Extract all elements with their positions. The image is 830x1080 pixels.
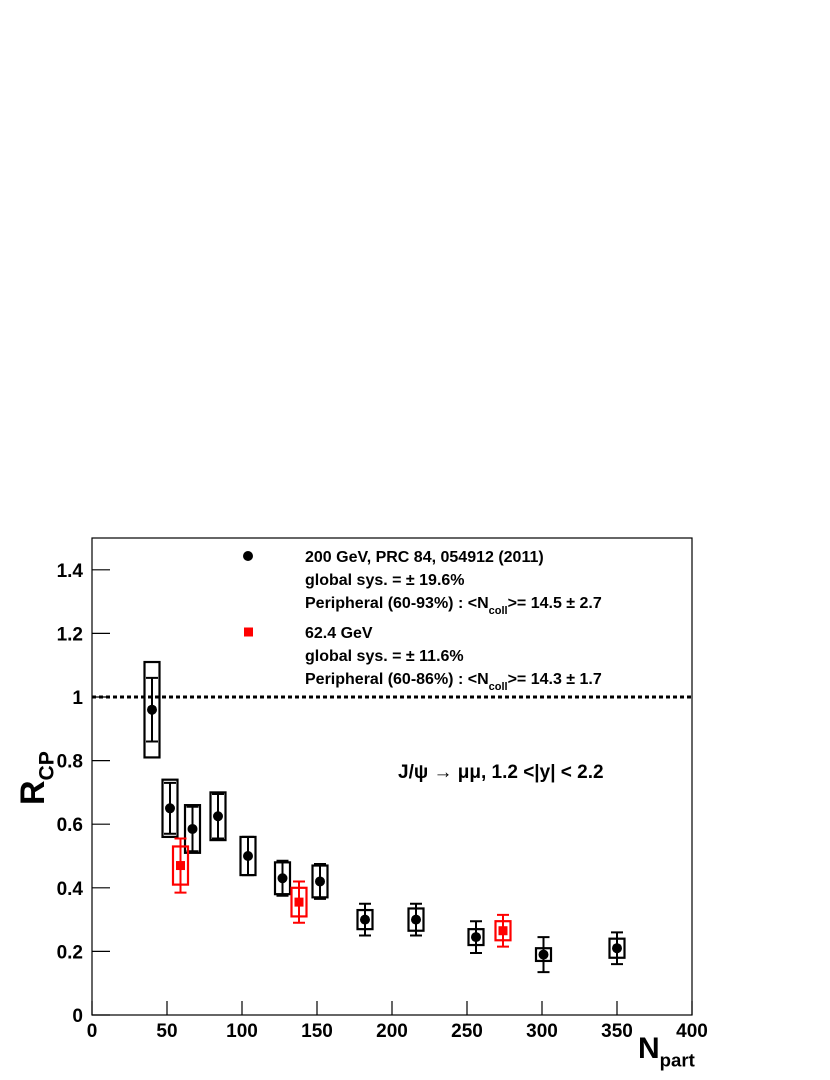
point [243, 851, 253, 861]
legend-label: 62.4 GeV [305, 625, 373, 642]
sys-box [209, 791, 227, 842]
x-tick-label: 300 [526, 1021, 558, 1042]
y-tick-label: 1.4 [57, 561, 84, 582]
x-tick-label: 350 [601, 1021, 633, 1042]
x-axis-label-sub: part [660, 1049, 695, 1070]
legend-note-text: Peripheral (60-93%) : <N [305, 595, 489, 612]
legend-note-tail: >= 14.5 ± 2.7 [508, 595, 602, 612]
x-tick-label: 100 [226, 1021, 258, 1042]
x-tick-label: 50 [156, 1021, 177, 1042]
point [147, 704, 157, 715]
point [213, 811, 223, 822]
x-tick-label: 200 [376, 1021, 408, 1042]
point [176, 861, 185, 871]
x-tick-label: 400 [676, 1021, 708, 1042]
legend-marker [244, 627, 253, 637]
point [498, 926, 508, 936]
legend-note: global sys. = ± 11.6% [305, 648, 464, 665]
legend-note: global sys. = ± 19.6% [305, 572, 465, 589]
legend-note-sub: coll [489, 681, 508, 693]
legend-note-text: global sys. = ± 19.6% [305, 572, 465, 589]
legend-label: 200 GeV, PRC 84, 054912 (2011) [305, 549, 544, 566]
x-axis-label-main: N [638, 1032, 660, 1065]
point [315, 876, 325, 887]
y-tick-label: 0.4 [57, 879, 84, 900]
y-tick-label: 1 [72, 688, 83, 709]
point [165, 803, 175, 814]
annotation: J/ψ → μμ, 1.2 <|y| < 2.2 [398, 762, 604, 783]
legend-note-text: global sys. = ± 11.6% [305, 648, 464, 665]
point [187, 823, 198, 834]
x-tick-label: 150 [301, 1021, 333, 1042]
y-tick-label: 0 [72, 1006, 83, 1027]
point [360, 914, 370, 925]
point [411, 914, 421, 925]
point [612, 943, 622, 954]
y-tick-label: 1.2 [57, 624, 83, 645]
point [538, 949, 549, 960]
legend-note-text: Peripheral (60-86%) : <N [305, 671, 489, 688]
x-tick-label: 250 [451, 1021, 483, 1042]
point [294, 897, 304, 907]
point [277, 873, 288, 884]
sys-box [183, 804, 202, 854]
legend-marker [243, 551, 253, 561]
sys-box [143, 660, 161, 759]
x-axis-label: Npart [638, 1032, 695, 1070]
y-axis-label: RCP [14, 751, 59, 805]
y-tick-label: 0.6 [57, 815, 83, 836]
y-axis-label-sub: CP [36, 751, 59, 780]
legend-note: Peripheral (60-93%) : <Ncoll>= 14.5 ± 2.… [305, 595, 602, 617]
legend-note-sub: coll [489, 605, 508, 617]
sys-box [161, 778, 179, 839]
x-tick-label: 0 [87, 1021, 98, 1042]
y-axis-label-main: R [14, 780, 52, 805]
legend-note: Peripheral (60-86%) : <Ncoll>= 14.3 ± 1.… [305, 671, 602, 693]
y-tick-label: 0.2 [57, 942, 83, 963]
point [471, 932, 481, 943]
legend-note-tail: >= 14.3 ± 1.7 [508, 671, 602, 688]
y-tick-label: 0.8 [57, 752, 83, 773]
